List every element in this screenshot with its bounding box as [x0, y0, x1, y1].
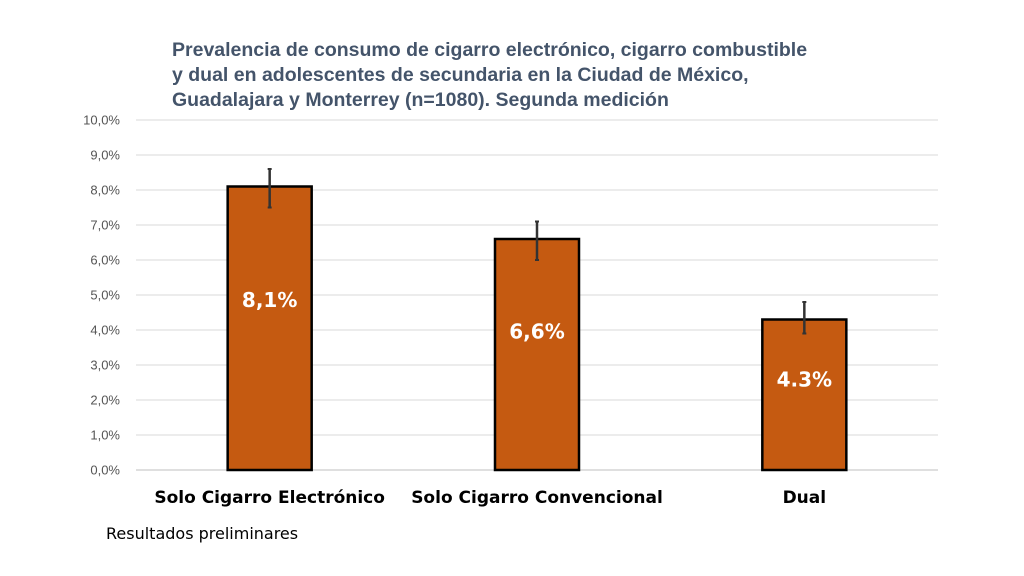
- bars: [226, 185, 848, 472]
- category-label: Solo Cigarro Convencional: [411, 488, 663, 508]
- footnote: Resultados preliminares: [106, 524, 299, 543]
- y-tick-label: 10,0%: [83, 113, 120, 128]
- y-tick-label: 3,0%: [90, 358, 120, 373]
- y-tick-label: 4,0%: [90, 323, 120, 338]
- data-label: 8,1%: [242, 288, 297, 312]
- x-axis-categories: Solo Cigarro Electrónico Solo Cigarro Con…: [154, 488, 826, 508]
- category-label: Dual: [783, 488, 827, 508]
- y-tick-label: 8,0%: [90, 183, 120, 198]
- y-tick-label: 2,0%: [90, 393, 120, 408]
- data-label: 4.3%: [777, 368, 832, 392]
- y-tick-label: 5,0%: [90, 288, 120, 303]
- chart-title-line: y dual en adolescentes de secundaria en …: [172, 64, 749, 86]
- bar: [761, 318, 848, 472]
- y-tick-label: 9,0%: [90, 148, 120, 163]
- category-label: Solo Cigarro Electrónico: [154, 488, 385, 508]
- chart-title-line: Guadalajara y Monterrey (n=1080). Segund…: [172, 89, 669, 111]
- y-tick-label: 6,0%: [90, 253, 120, 268]
- error-bars: [267, 168, 807, 335]
- y-tick-label: 1,0%: [90, 428, 120, 443]
- chart-title: Prevalencia de consumo de cigarro electr…: [172, 38, 932, 113]
- chart-title-line: Prevalencia de consumo de cigarro electr…: [172, 39, 808, 61]
- y-axis-ticks: 0,0% 1,0% 2,0% 3,0% 4,0% 5,0% 6,0% 7,0% 8,0% 9,0%…: [83, 113, 120, 478]
- data-label: 6,6%: [509, 319, 564, 343]
- y-tick-label: 7,0%: [90, 218, 120, 233]
- y-tick-label: 0,0%: [90, 463, 120, 478]
- bar: [226, 185, 313, 472]
- bar: [493, 237, 581, 472]
- data-labels: 8,1% 6,6% 4.3%: [242, 288, 832, 392]
